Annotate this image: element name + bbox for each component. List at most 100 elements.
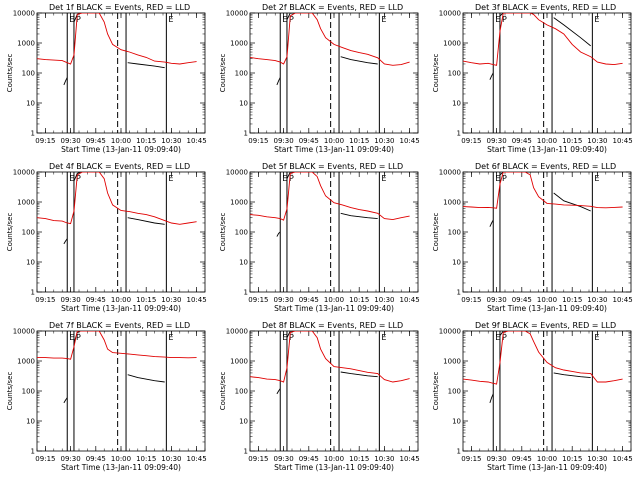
x-tick-label: 09:30 [274, 137, 294, 145]
x-tick-label: 10:45 [187, 137, 207, 145]
x-tick-label: 10:15 [349, 455, 369, 463]
series-events [63, 172, 165, 245]
x-axis-label: Start Time (13-Jan-11 09:09:40) [61, 304, 181, 313]
marker-second: P [289, 333, 294, 342]
x-tick-label: 09:45 [299, 137, 319, 145]
x-tick-label: 10:30 [161, 296, 181, 304]
y-tick-label: 1000 [17, 358, 35, 366]
y-tick-label: 1 [457, 448, 461, 456]
marker-start: E [69, 174, 74, 183]
y-tick-label: 100 [448, 229, 461, 237]
panel-title: Det 5f BLACK = Events, RED = LLD [262, 162, 403, 171]
x-tick-label: 10:30 [587, 137, 607, 145]
y-axis-label: Counts/sec [432, 54, 440, 93]
x-axis-label: Start Time (13-Jan-11 09:09:40) [487, 145, 607, 154]
x-tick-label: 09:30 [487, 455, 507, 463]
y-axis-label: Counts/sec [6, 54, 14, 93]
x-tick-label: 10:45 [400, 137, 420, 145]
x-tick-label: 09:45 [512, 296, 532, 304]
x-axis-label: Start Time (13-Jan-11 09:09:40) [61, 463, 181, 472]
series-lld [250, 172, 410, 221]
series-events [276, 331, 378, 395]
x-axis-label: Start Time (13-Jan-11 09:09:40) [274, 463, 394, 472]
y-tick-label: 100 [448, 70, 461, 78]
plot-frame [36, 171, 206, 293]
y-tick-label: 100 [22, 229, 35, 237]
y-tick-label: 1 [31, 130, 35, 138]
plot-frame [249, 12, 419, 134]
y-tick-label: 10000 [226, 10, 248, 18]
y-tick-label: 1000 [443, 40, 461, 48]
y-tick-label: 1000 [230, 358, 248, 366]
marker-start: E [69, 15, 74, 24]
marker-second: P [289, 15, 294, 24]
x-tick-label: 09:15 [248, 137, 268, 145]
x-tick-label: 10:00 [324, 296, 344, 304]
marker-start: E [495, 15, 500, 24]
x-tick-label: 10:00 [537, 455, 557, 463]
x-axis-label: Start Time (13-Jan-11 09:09:40) [274, 145, 394, 154]
y-tick-label: 1 [457, 289, 461, 297]
x-tick-label: 10:45 [187, 455, 207, 463]
x-tick-label: 10:15 [562, 455, 582, 463]
panel-title: Det 1f BLACK = Events, RED = LLD [49, 3, 190, 12]
y-tick-label: 10 [452, 100, 461, 108]
y-tick-label: 1000 [443, 358, 461, 366]
x-tick-label: 10:15 [136, 455, 156, 463]
panel-title: Det 9f BLACK = Events, RED = LLD [475, 321, 616, 330]
panel-det-1: Det 1f BLACK = Events, RED = LLD 1 10 100 10… [6, 3, 207, 154]
panel-det-4: Det 4f BLACK = Events, RED = LLD 1 10 100 10… [6, 162, 207, 313]
x-tick-label: 10:30 [374, 296, 394, 304]
y-axis-label: Counts/sec [432, 213, 440, 252]
y-tick-label: 10 [452, 418, 461, 426]
x-tick-label: 09:15 [35, 296, 55, 304]
marker-second: P [76, 333, 81, 342]
series-events [276, 13, 378, 86]
x-tick-label: 10:45 [187, 296, 207, 304]
y-axis-label: Counts/sec [6, 372, 14, 411]
x-tick-label: 09:30 [274, 455, 294, 463]
x-tick-label: 10:00 [324, 455, 344, 463]
marker-end: E [381, 333, 386, 342]
plot-frame [462, 12, 632, 134]
x-axis-label: Start Time (13-Jan-11 09:09:40) [61, 145, 181, 154]
panel-det-8: Det 8f BLACK = Events, RED = LLD 1 10 100 10… [219, 321, 420, 472]
y-axis-label: Counts/sec [219, 372, 227, 411]
plot-frame [36, 330, 206, 452]
x-tick-label: 10:45 [613, 296, 633, 304]
plot-frame [462, 171, 632, 293]
x-tick-label: 09:30 [274, 296, 294, 304]
marker-end: E [594, 333, 599, 342]
y-tick-label: 100 [235, 70, 248, 78]
x-tick-label: 09:30 [487, 137, 507, 145]
x-tick-label: 10:30 [161, 137, 181, 145]
x-tick-label: 09:45 [299, 296, 319, 304]
x-tick-label: 10:30 [374, 137, 394, 145]
x-tick-label: 09:15 [35, 455, 55, 463]
marker-end: E [594, 15, 599, 24]
y-tick-label: 10 [239, 418, 248, 426]
series-lld [463, 13, 623, 66]
x-tick-label: 09:45 [86, 137, 106, 145]
panel-det-2: Det 2f BLACK = Events, RED = LLD 1 10 100 10… [219, 3, 420, 154]
x-tick-label: 10:15 [562, 137, 582, 145]
y-tick-label: 1 [31, 448, 35, 456]
series-events [489, 172, 591, 227]
y-tick-label: 1 [457, 130, 461, 138]
panel-det-6: Det 6f BLACK = Events, RED = LLD 1 10 100 10… [432, 162, 633, 313]
y-tick-label: 100 [22, 70, 35, 78]
x-tick-label: 09:15 [35, 137, 55, 145]
plot-frame [462, 330, 632, 452]
y-tick-label: 10000 [439, 169, 461, 177]
y-tick-label: 1000 [443, 199, 461, 207]
marker-start: E [282, 15, 287, 24]
panel-det-5: Det 5f BLACK = Events, RED = LLD 1 10 100 10… [219, 162, 420, 313]
marker-end: E [381, 15, 386, 24]
x-tick-label: 10:00 [537, 296, 557, 304]
x-tick-label: 10:45 [613, 455, 633, 463]
x-tick-label: 10:00 [111, 137, 131, 145]
x-tick-label: 10:45 [400, 296, 420, 304]
series-events [276, 172, 378, 237]
panel-det-9: Det 9f BLACK = Events, RED = LLD 1 10 100 10… [432, 321, 633, 472]
series-lld [463, 172, 623, 209]
